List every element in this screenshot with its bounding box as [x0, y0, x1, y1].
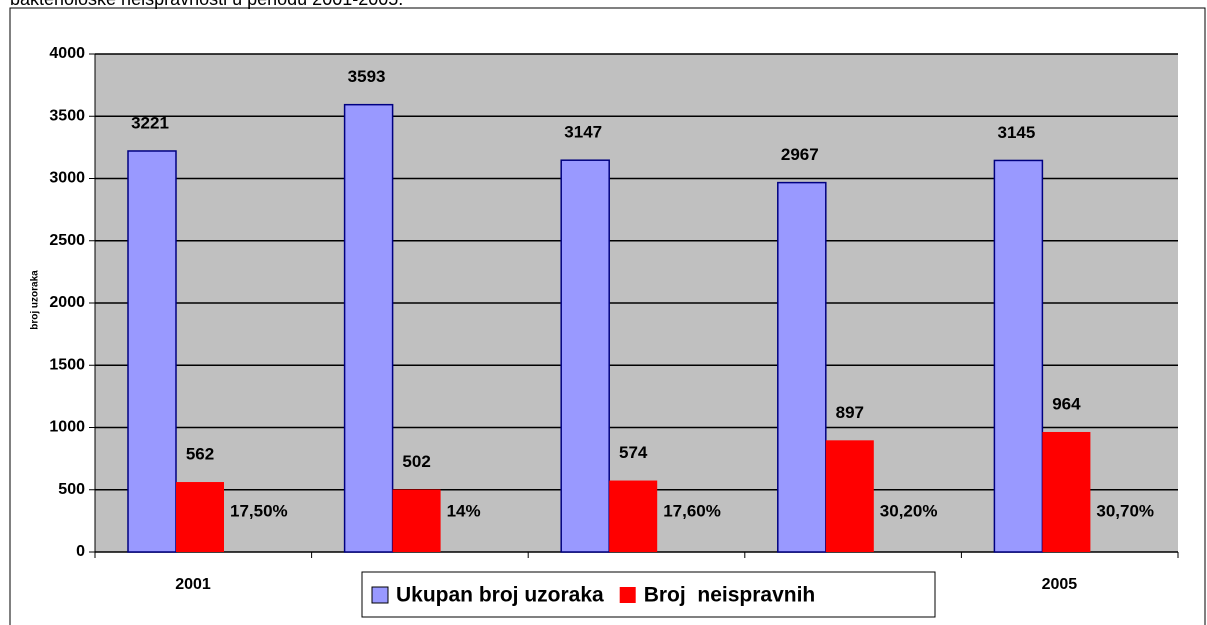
value-label: 3145 — [997, 123, 1035, 142]
y-tick-label: 1000 — [49, 419, 85, 436]
legend-swatch — [619, 587, 636, 603]
value-label: 3221 — [131, 113, 169, 132]
annotation: 30,70% — [1096, 501, 1154, 520]
y-tick-label: 0 — [76, 543, 85, 560]
value-label: 2967 — [781, 145, 819, 164]
legend-label: Ukupan broj uzoraka — [396, 584, 604, 607]
value-label: 3147 — [564, 123, 602, 142]
annotation: 17,50% — [230, 501, 288, 520]
chart-title: bakteriološke neispravnosti u periodu 20… — [10, 0, 403, 9]
y-tick-label: 1500 — [49, 356, 85, 373]
value-label: 574 — [619, 443, 648, 462]
value-label: 897 — [836, 403, 864, 422]
bar — [993, 159, 1044, 553]
legend-label: Broj neispravnih — [644, 584, 816, 607]
value-label: 502 — [402, 452, 430, 471]
y-tick-label: 2000 — [49, 294, 85, 311]
bar — [1042, 431, 1091, 552]
bar — [777, 181, 827, 553]
y-tick-label: 3500 — [49, 107, 85, 124]
y-axis-label: broj uzoraka — [30, 270, 41, 330]
y-tick-label: 2500 — [49, 232, 85, 249]
x-tick-label: 2005 — [1042, 576, 1078, 593]
value-label: 3593 — [348, 67, 386, 86]
bar — [609, 480, 658, 552]
value-label: 562 — [186, 445, 214, 464]
value-label: 964 — [1052, 394, 1081, 413]
bar — [343, 103, 394, 553]
bar — [825, 440, 874, 552]
y-tick-label: 3000 — [49, 170, 85, 187]
bar — [560, 159, 610, 553]
bar — [127, 150, 177, 553]
x-tick-label: 2001 — [175, 576, 211, 593]
annotation: 14% — [447, 501, 481, 520]
bar — [392, 489, 441, 552]
y-tick-label: 500 — [58, 481, 85, 498]
y-tick-label: 4000 — [49, 45, 85, 62]
legend-swatch — [371, 586, 389, 604]
annotation: 17,60% — [663, 501, 721, 520]
legend-box — [361, 571, 936, 618]
annotation: 30,20% — [880, 501, 938, 520]
bar — [176, 482, 224, 552]
